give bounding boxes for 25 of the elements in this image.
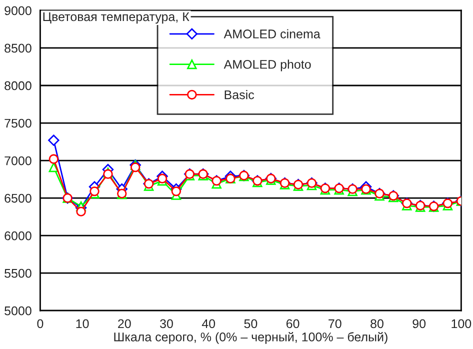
legend-label: AMOLED cinema	[224, 29, 320, 38]
y-tick-label: 9000	[4, 6, 32, 16]
x-axis-title: Шкала серого, % (0% – черный, 100% – белый)	[114, 332, 388, 344]
legend-label: AMOLED photo	[224, 60, 311, 72]
y-tick-label: 6500	[4, 194, 32, 203]
x-tick-label: 100	[452, 319, 472, 328]
y-tick-label: 8000	[4, 81, 32, 90]
y-tick-label: 7500	[4, 118, 32, 128]
x-tick-label: 10	[76, 319, 89, 328]
y-tick-label: 6000	[4, 231, 32, 240]
x-tick-label: 70	[328, 319, 342, 328]
legend-label: Basic	[224, 90, 254, 100]
x-tick-label: 80	[370, 319, 384, 328]
y-tick-label: 7000	[4, 156, 32, 166]
x-tick-label: 90	[412, 319, 426, 328]
x-tick-label: 0	[37, 319, 44, 328]
y-tick-label: 5500	[4, 268, 32, 278]
x-tick-label: 30	[160, 319, 173, 328]
x-tick-label: 50	[244, 319, 258, 328]
x-tick-label: 60	[286, 319, 300, 328]
y-axis-title: Цветовая температура, К	[43, 12, 190, 24]
y-tick-label: 5000	[4, 306, 32, 316]
x-tick-label: 20	[118, 319, 131, 328]
y-tick-label: 8500	[4, 44, 32, 53]
x-tick-label: 40	[202, 319, 216, 328]
